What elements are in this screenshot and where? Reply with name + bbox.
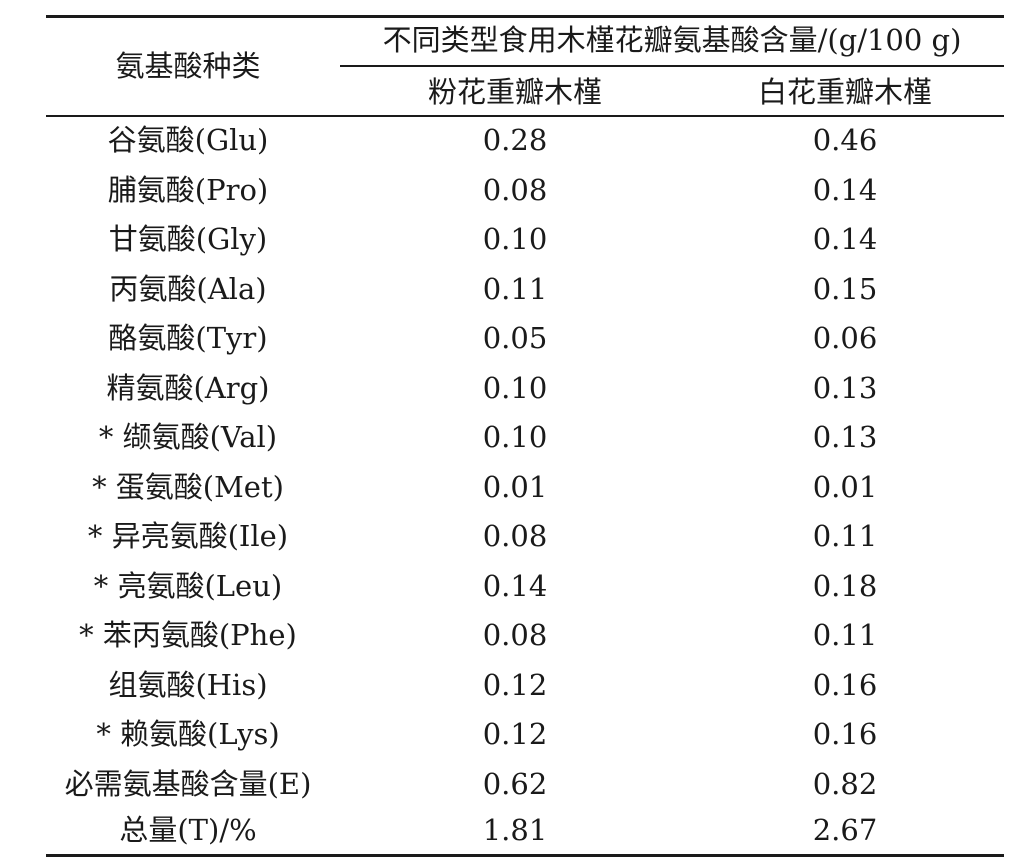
table-row: * 亮氨酸(Leu) 0.14 0.18 bbox=[0, 566, 1017, 616]
row-pink-value: 0.01 bbox=[482, 469, 548, 504]
header-bottom-rule bbox=[46, 115, 1004, 117]
row-pink-value: 0.08 bbox=[482, 618, 548, 652]
row-name: 丙氨酸(Ala) bbox=[109, 271, 267, 306]
header-row-label: 氨基酸种类 bbox=[115, 49, 261, 83]
header-span-rule bbox=[340, 65, 1004, 67]
row-name: * 缬氨酸(Val) bbox=[98, 420, 278, 454]
table-row: * 缬氨酸(Val) 0.10 0.13 bbox=[0, 417, 1017, 467]
table-row: 丙氨酸(Ala) 0.11 0.15 bbox=[0, 269, 1017, 319]
table-row: 必需氨基酸含量(E) 0.62 0.82 bbox=[0, 764, 1017, 814]
header-col-pink: 粉花重瓣木槿 bbox=[427, 75, 602, 109]
row-white-value: 0.13 bbox=[812, 370, 878, 405]
row-white-value: 0.16 bbox=[812, 667, 878, 702]
row-white-value: 0.46 bbox=[812, 123, 878, 157]
row-white-value: 0.82 bbox=[812, 766, 878, 801]
header-span-label: 不同类型食用木槿花瓣氨基酸含量/(g/100 g) bbox=[382, 23, 962, 57]
row-name: * 苯丙氨酸(Phe) bbox=[79, 618, 297, 652]
row-pink-value: 0.10 bbox=[482, 370, 548, 405]
table-row: 精氨酸(Arg) 0.10 0.13 bbox=[0, 368, 1017, 418]
row-white-value: 0.13 bbox=[812, 420, 878, 454]
row-name: 谷氨酸(Glu) bbox=[107, 123, 269, 157]
row-name: 精氨酸(Arg) bbox=[106, 370, 270, 405]
row-name: * 亮氨酸(Leu) bbox=[93, 568, 283, 603]
row-pink-value: 0.62 bbox=[482, 766, 548, 801]
table-row: 谷氨酸(Glu) 0.28 0.46 bbox=[0, 120, 1017, 170]
row-white-value: 0.06 bbox=[812, 321, 878, 355]
row-pink-value: 0.05 bbox=[482, 321, 548, 355]
row-white-value: 0.14 bbox=[812, 222, 878, 256]
table-row: * 赖氨酸(Lys) 0.12 0.16 bbox=[0, 714, 1017, 764]
row-pink-value: 0.10 bbox=[482, 420, 548, 454]
row-name: 总量(T)/% bbox=[119, 813, 257, 847]
row-name: 必需氨基酸含量(E) bbox=[64, 766, 312, 801]
row-name: * 赖氨酸(Lys) bbox=[96, 717, 280, 751]
row-pink-value: 0.14 bbox=[482, 568, 548, 603]
header-col-white: 白花重瓣木槿 bbox=[757, 75, 932, 109]
row-name: * 蛋氨酸(Met) bbox=[92, 469, 284, 504]
row-name: 脯氨酸(Pro) bbox=[107, 172, 269, 207]
row-pink-value: 0.11 bbox=[482, 271, 548, 306]
row-white-value: 0.11 bbox=[812, 519, 878, 553]
row-pink-value: 1.81 bbox=[482, 813, 548, 847]
table-row: * 蛋氨酸(Met) 0.01 0.01 bbox=[0, 467, 1017, 517]
table-row: * 异亮氨酸(Ile) 0.08 0.11 bbox=[0, 516, 1017, 566]
row-pink-value: 0.10 bbox=[482, 222, 548, 256]
table-row: 酪氨酸(Tyr) 0.05 0.06 bbox=[0, 318, 1017, 368]
top-rule bbox=[46, 15, 1004, 18]
row-white-value: 2.67 bbox=[812, 813, 878, 847]
row-white-value: 0.14 bbox=[812, 172, 878, 207]
row-pink-value: 0.08 bbox=[482, 519, 548, 553]
row-white-value: 0.15 bbox=[812, 271, 878, 306]
row-name: * 异亮氨酸(Ile) bbox=[87, 519, 289, 553]
table-row: * 苯丙氨酸(Phe) 0.08 0.11 bbox=[0, 615, 1017, 665]
table-row: 脯氨酸(Pro) 0.08 0.14 bbox=[0, 170, 1017, 220]
row-white-value: 0.18 bbox=[812, 568, 878, 603]
row-pink-value: 0.12 bbox=[482, 717, 548, 751]
row-pink-value: 0.08 bbox=[482, 172, 548, 207]
row-pink-value: 0.12 bbox=[482, 667, 548, 702]
row-name: 组氨酸(His) bbox=[108, 667, 268, 702]
row-white-value: 0.11 bbox=[812, 618, 878, 652]
row-white-value: 0.16 bbox=[812, 717, 878, 751]
row-name: 甘氨酸(Gly) bbox=[108, 222, 268, 256]
table-row: 总量(T)/% 1.81 2.67 bbox=[0, 810, 1017, 860]
row-name: 酪氨酸(Tyr) bbox=[108, 321, 268, 355]
row-pink-value: 0.28 bbox=[482, 123, 548, 157]
bottom-rule bbox=[46, 854, 1004, 857]
table-row: 组氨酸(His) 0.12 0.16 bbox=[0, 665, 1017, 715]
row-white-value: 0.01 bbox=[812, 469, 878, 504]
table-row: 甘氨酸(Gly) 0.10 0.14 bbox=[0, 219, 1017, 269]
